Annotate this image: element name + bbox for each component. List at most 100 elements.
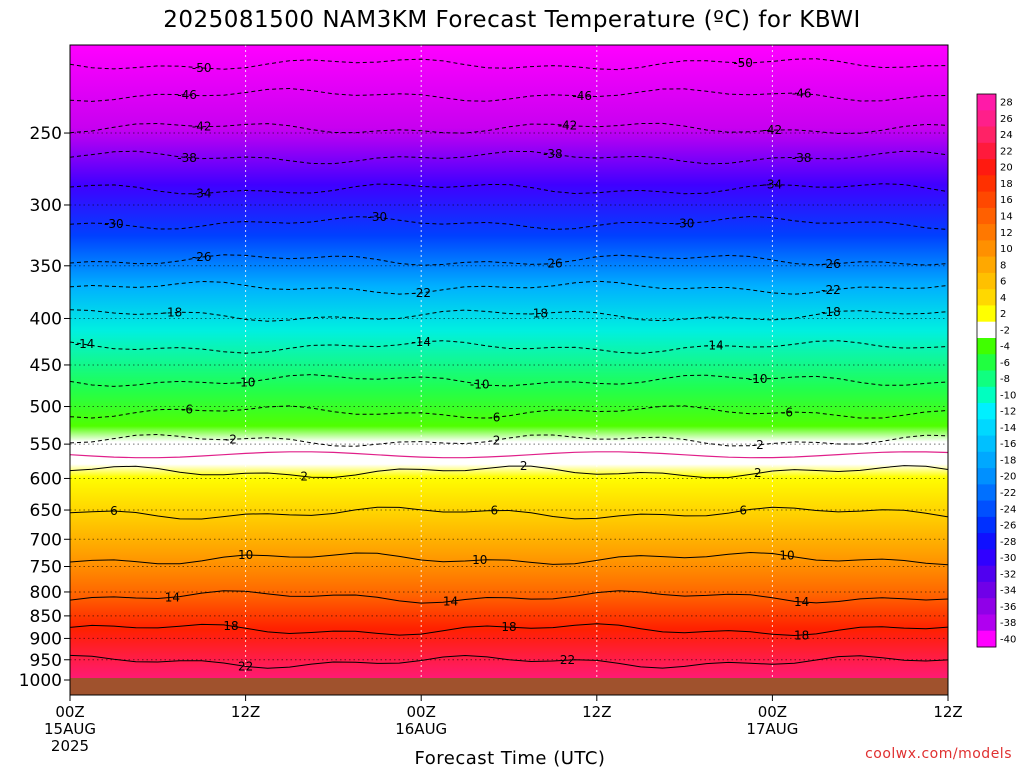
- colorbar-swatch: [977, 500, 996, 518]
- colorbar-label: -6: [1000, 358, 1010, 369]
- colorbar-label: -28: [1000, 537, 1016, 548]
- isotherm-line: [69, 590, 949, 604]
- colorbar-label: 6: [1000, 277, 1006, 288]
- x-tick-label: 12Z: [933, 703, 962, 721]
- colorbar-label: 22: [1000, 146, 1013, 157]
- y-tick-label: 950: [30, 651, 62, 671]
- colorbar-swatch: [977, 484, 996, 502]
- isotherm-label: -2: [225, 432, 237, 446]
- colorbar-swatch: [977, 630, 996, 648]
- isotherm-label: -18: [163, 306, 183, 320]
- isotherm-line: [69, 340, 949, 354]
- colorbar-swatch: [977, 191, 996, 209]
- colorbar-swatch: [977, 598, 996, 615]
- colorbar-swatch: [977, 614, 996, 632]
- y-tick-label: 400: [30, 309, 62, 329]
- colorbar-swatch: [977, 256, 996, 274]
- isotherm-label: -14: [411, 335, 431, 349]
- isotherm-label: -50: [192, 61, 212, 75]
- isotherm-label: -6: [781, 405, 793, 419]
- isotherm-label: -2: [488, 434, 500, 448]
- isotherm-label: 14: [443, 594, 458, 608]
- plot-field: [70, 45, 948, 680]
- credit-text: coolwx.com/models: [865, 746, 1012, 762]
- y-tick-label: 600: [30, 469, 62, 489]
- isotherm-label: -50: [733, 56, 753, 70]
- isotherm-line: [69, 654, 949, 669]
- colorbar-label: -34: [1000, 586, 1016, 597]
- colorbar-swatch: [977, 175, 996, 193]
- isotherm-label: 2: [520, 459, 528, 473]
- isotherm-label: 22: [238, 659, 253, 673]
- isotherm-line: [69, 122, 949, 135]
- isotherm-label: 14: [165, 591, 180, 605]
- colorbar-label: -30: [1000, 553, 1016, 564]
- colorbar-swatch: [977, 403, 996, 420]
- isotherm-label: -10: [236, 376, 256, 390]
- ground-band: [70, 678, 948, 695]
- colorbar-label: 18: [1000, 179, 1013, 190]
- colorbar-label: 26: [1000, 114, 1013, 125]
- colorbar: 28 26 24 22 20 18 16 14 12 10 8 6 4 2 -2 -4 -6 -8 -10 -12 -1…: [976, 93, 1016, 648]
- colorbar-label: -24: [1000, 504, 1016, 515]
- isotherm-label: -10: [470, 377, 490, 391]
- colorbar-label: -10: [1000, 390, 1016, 401]
- colorbar-label: -22: [1000, 488, 1016, 499]
- x-tick-label: 00Z: [758, 703, 787, 721]
- isotherm-label: 2: [300, 470, 308, 484]
- colorbar-swatch: [977, 224, 996, 241]
- colorbar-label: 28: [1000, 98, 1013, 109]
- colorbar-swatch: [977, 516, 996, 534]
- isotherm-label: -30: [675, 217, 695, 231]
- colorbar-swatch: [977, 272, 996, 290]
- isotherm-label: 18: [223, 619, 238, 633]
- plot-frame: [69, 44, 949, 696]
- colorbar-label: -26: [1000, 521, 1016, 532]
- isotherm-label: 14: [794, 595, 809, 609]
- chart-title: 2025081500 NAM3KM Forecast Temperature (…: [163, 7, 861, 33]
- isotherm-line: [69, 465, 949, 479]
- isotherm-label: -42: [558, 118, 578, 132]
- y-axis: 2503003504004505005506006507007508008509…: [19, 124, 70, 691]
- colorbar-label: 12: [1000, 228, 1013, 239]
- isotherm-layer: -50 -50 -46 -46 -46 -42 -42 -42 -38 -38 -38 -34 -34 -…: [69, 56, 949, 673]
- colorbar-swatch: [977, 549, 996, 567]
- isotherm-label: 10: [472, 553, 487, 567]
- isotherm-label: -34: [763, 177, 783, 191]
- isotherm-label: -14: [75, 337, 95, 351]
- x-axis-title: Forecast Time (UTC): [415, 748, 606, 768]
- colorbar-label: -4: [1000, 342, 1010, 353]
- isotherm-label: 18: [794, 628, 809, 642]
- colorbar-label: 2: [1000, 309, 1006, 320]
- y-tick-label: 1000: [19, 671, 62, 691]
- isotherm-label: 22: [560, 653, 575, 667]
- isotherm-label: 10: [238, 548, 253, 562]
- isotherm-label: -10: [748, 372, 768, 386]
- x-tick-label: 2025: [51, 737, 89, 755]
- isotherm-label: -38: [543, 147, 563, 161]
- isotherm-label: 2: [754, 466, 762, 480]
- isotherm-label: -6: [181, 403, 193, 417]
- colorbar-swatch: [977, 126, 996, 144]
- isotherm-line: [69, 433, 949, 447]
- colorbar-label: 14: [1000, 212, 1013, 223]
- isotherm-label: -30: [367, 210, 387, 224]
- isotherm-label: -14: [704, 339, 724, 353]
- colorbar-frame: [976, 93, 997, 648]
- isotherm-label: -26: [543, 257, 563, 271]
- x-tick-label: 17AUG: [746, 720, 798, 738]
- colorbar-swatch: [977, 370, 996, 388]
- y-tick-label: 500: [30, 398, 62, 418]
- colorbar-swatch: [977, 207, 996, 225]
- grid: [70, 45, 948, 681]
- colorbar-swatch: [977, 321, 996, 339]
- isotherm-label: -42: [192, 120, 212, 134]
- colorbar-swatch: [977, 94, 996, 111]
- colorbar-label: -20: [1000, 472, 1016, 483]
- isotherm-label: 6: [491, 503, 499, 517]
- isotherm-label: -46: [792, 86, 812, 100]
- isotherm-label: 18: [501, 620, 516, 634]
- x-tick-label: 00Z: [407, 703, 436, 721]
- colorbar-swatch: [977, 435, 996, 453]
